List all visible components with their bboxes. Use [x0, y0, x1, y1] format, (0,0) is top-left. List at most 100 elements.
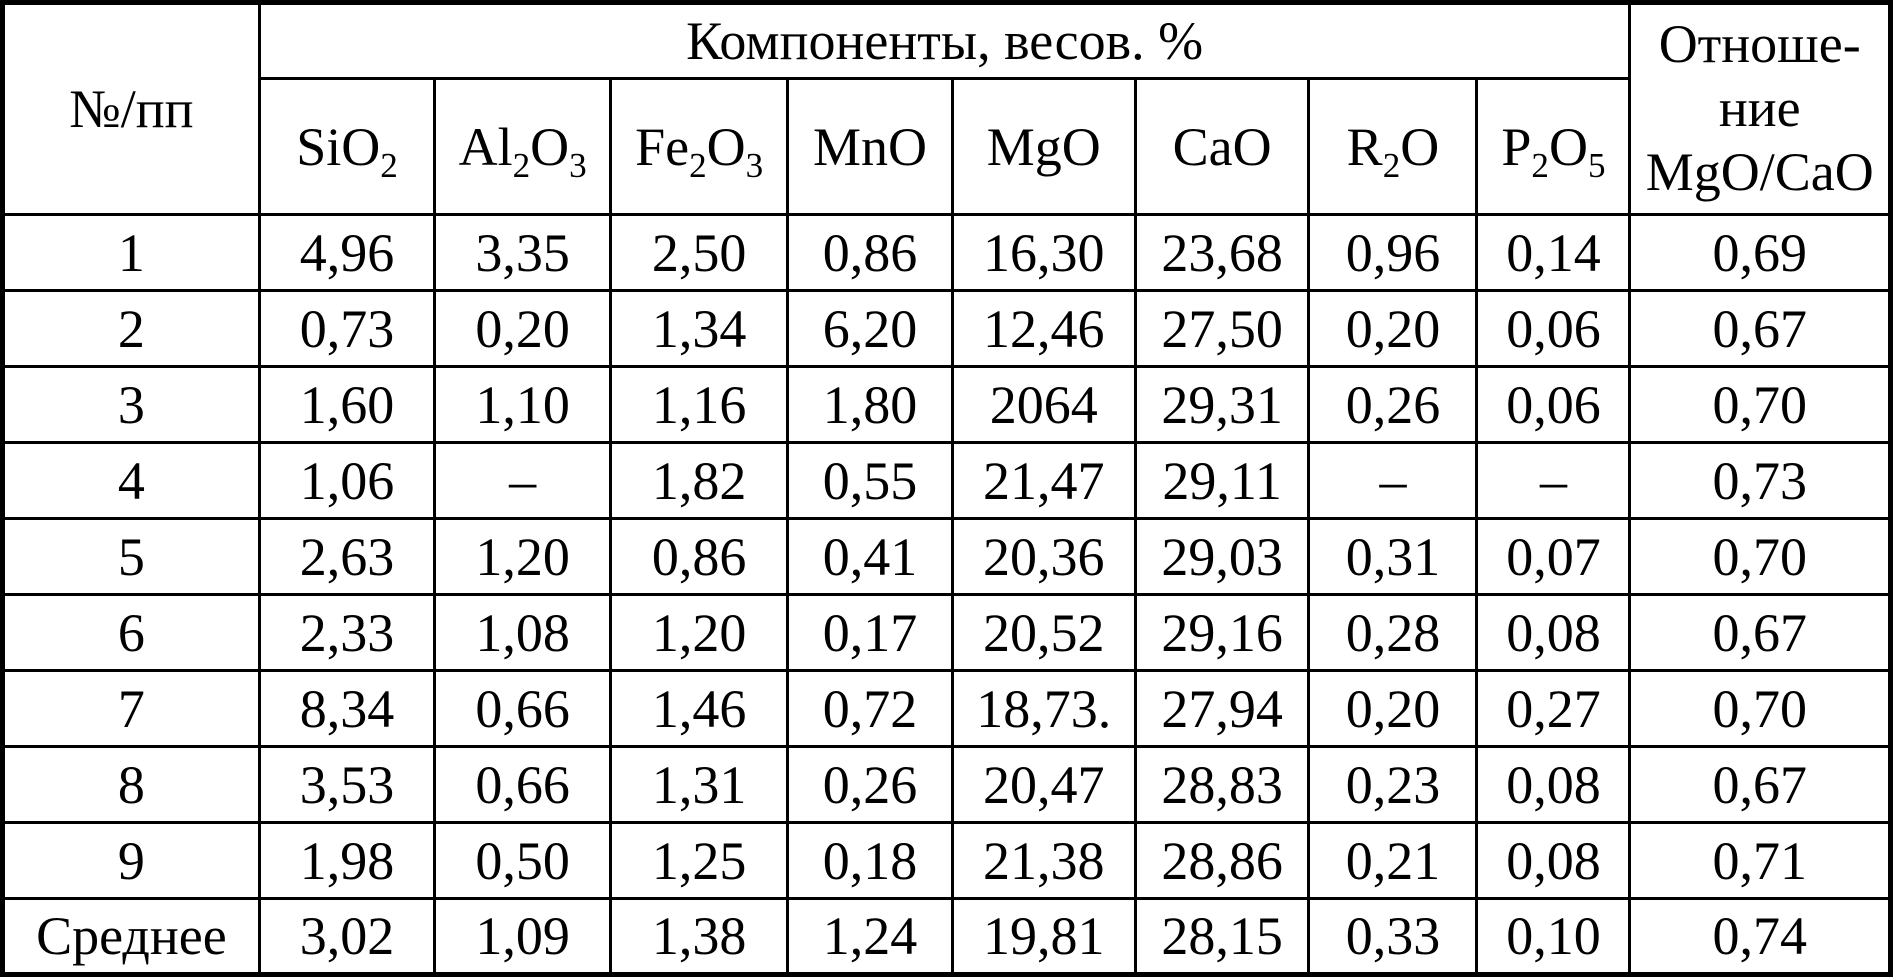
row-label: Среднее — [1, 897, 261, 976]
cell-al2o3: 0,66 — [433, 745, 612, 824]
formula-text: O — [1548, 116, 1588, 177]
cell-cao: 29,16 — [1133, 593, 1311, 672]
cell-mno: 0,55 — [786, 441, 954, 520]
cell-mno: 0,26 — [786, 745, 954, 824]
cell-sio2: 2,33 — [257, 593, 437, 672]
cell-cao: 28,15 — [1133, 897, 1311, 976]
header-components-row: SiO2 Al2O3 Fe2O3 MnO MgO CaO R2O P2O5 — [3, 77, 1891, 216]
cell-mgo: 12,46 — [950, 289, 1137, 368]
cell-p2o5: 0,08 — [1475, 593, 1632, 672]
cell-sio2: 2,63 — [257, 517, 437, 596]
row-label: 2 — [1, 289, 261, 368]
table-row: 5 2,63 1,20 0,86 0,41 20,36 29,03 0,31 0,07 0,70 — [1, 517, 1892, 596]
table-row: 7 8,34 0,66 1,46 0,72 18,73. 27,94 0,20 0,27 0,70 — [1, 669, 1892, 748]
cell-sio2: 0,73 — [257, 289, 437, 368]
cell-ratio: 0,70 — [1628, 517, 1892, 596]
cell-mgo: 21,47 — [950, 441, 1137, 520]
formula-text: O — [530, 116, 570, 177]
col-header-fe2o3: Fe2O3 — [608, 77, 790, 216]
cell-fe2o3: 0,86 — [608, 517, 790, 596]
cell-r2o: 0,21 — [1307, 821, 1479, 900]
cell-p2o5: 0,08 — [1475, 745, 1632, 824]
table-row: Среднее 3,02 1,09 1,38 1,24 19,81 28,15 0,33 0,1… — [1, 897, 1892, 976]
row-label: 9 — [1, 821, 261, 900]
cell-p2o5: 0,14 — [1475, 213, 1632, 292]
table-row: 8 3,53 0,66 1,31 0,26 20,47 28,83 0,23 0,08 0,67 — [1, 745, 1892, 824]
cell-r2o: 0,33 — [1307, 897, 1479, 976]
table-body: 1 4,96 3,35 2,50 0,86 16,30 23,68 0,96 0,14 0,69 2… — [1, 213, 1892, 976]
formula-subscript: 2 — [1382, 145, 1401, 185]
cell-mno: 1,80 — [786, 365, 954, 444]
formula-text: R — [1346, 116, 1383, 177]
cell-mno: 0,41 — [786, 517, 954, 596]
cell-cao: 27,94 — [1133, 669, 1311, 748]
cell-ratio: 0,69 — [1628, 213, 1892, 292]
ratio-header-line-2: ние — [1718, 78, 1801, 139]
cell-sio2: 4,96 — [257, 213, 437, 292]
cell-cao: 29,03 — [1133, 517, 1311, 596]
table-row: 2 0,73 0,20 1,34 6,20 12,46 27,50 0,20 0,06 0,67 — [1, 289, 1892, 368]
cell-p2o5: 0,08 — [1475, 821, 1632, 900]
table-row: 4 1,06–1,82 0,55 21,47 29,11– –0,73 — [1, 441, 1892, 520]
cell-mno: 0,86 — [786, 213, 954, 292]
cell-al2o3: 0,50 — [433, 821, 612, 900]
formula-subscript: 2 — [380, 145, 398, 185]
row-label: 8 — [1, 745, 261, 824]
cell-al2o3: 1,10 — [433, 365, 612, 444]
row-label: 6 — [1, 593, 261, 672]
cell-r2o: 0,31 — [1307, 517, 1479, 596]
cell-fe2o3: 1,20 — [608, 593, 790, 672]
cell-fe2o3: 1,38 — [608, 897, 790, 976]
row-label: 7 — [1, 669, 261, 748]
cell-sio2: 1,06 — [257, 441, 437, 520]
cell-r2o: 0,96 — [1307, 213, 1479, 292]
col-header-ratio: Отноше- ние MgO/CaO — [1628, 1, 1892, 216]
col-header-components-group: Компоненты, весов. % — [257, 1, 1632, 80]
formula-text: MgO — [986, 116, 1101, 177]
formula-subscript: 3 — [569, 145, 587, 185]
formula-text: Al — [458, 116, 513, 177]
formula-text: O — [1400, 116, 1440, 177]
col-header-sio2: SiO2 — [257, 77, 437, 216]
cell-mno: 0,18 — [786, 821, 954, 900]
cell-p2o5: 0,06 — [1475, 289, 1632, 368]
cell-al2o3: 0,20 — [433, 289, 612, 368]
cell-al2o3: 1,09 — [433, 897, 612, 976]
formula-text: SiO — [296, 116, 381, 177]
col-header-number: №/пп — [1, 1, 261, 216]
formula-subscript: 2 — [689, 145, 707, 185]
cell-r2o: 0,23 — [1307, 745, 1479, 824]
cell-ratio: 0,70 — [1628, 669, 1892, 748]
cell-fe2o3: 2,50 — [608, 213, 790, 292]
col-header-al2o3: Al2O3 — [433, 77, 612, 216]
cell-fe2o3: 1,46 — [608, 669, 790, 748]
cell-ratio: 0,73 — [1628, 441, 1892, 520]
cell-sio2: 3,53 — [257, 745, 437, 824]
cell-r2o: 0,20 — [1307, 289, 1479, 368]
cell-cao: 23,68 — [1133, 213, 1311, 292]
cell-ratio: 0,71 — [1628, 821, 1892, 900]
row-label: 4 — [1, 441, 261, 520]
cell-mno: 6,20 — [786, 289, 954, 368]
cell-mgo: 20,36 — [950, 517, 1137, 596]
cell-ratio: 0,74 — [1628, 897, 1892, 976]
cell-p2o5: – — [1475, 441, 1632, 520]
cell-ratio: 0,67 — [1628, 745, 1892, 824]
cell-cao: 28,86 — [1133, 821, 1311, 900]
row-label: 5 — [1, 517, 261, 596]
row-label: 3 — [1, 365, 261, 444]
cell-al2o3: – — [433, 441, 612, 520]
cell-r2o: 0,26 — [1307, 365, 1479, 444]
cell-cao: 29,31 — [1133, 365, 1311, 444]
cell-p2o5: 0,10 — [1475, 897, 1632, 976]
cell-ratio: 0,67 — [1628, 289, 1892, 368]
cell-ratio: 0,67 — [1628, 593, 1892, 672]
cell-mno: 1,24 — [786, 897, 954, 976]
cell-mgo: 2064 — [950, 365, 1137, 444]
col-header-r2o: R2O — [1307, 77, 1479, 216]
cell-al2o3: 1,08 — [433, 593, 612, 672]
formula-subscript: 3 — [745, 145, 764, 185]
formula-text: MnO — [813, 116, 928, 177]
cell-cao: 29,11 — [1133, 441, 1311, 520]
